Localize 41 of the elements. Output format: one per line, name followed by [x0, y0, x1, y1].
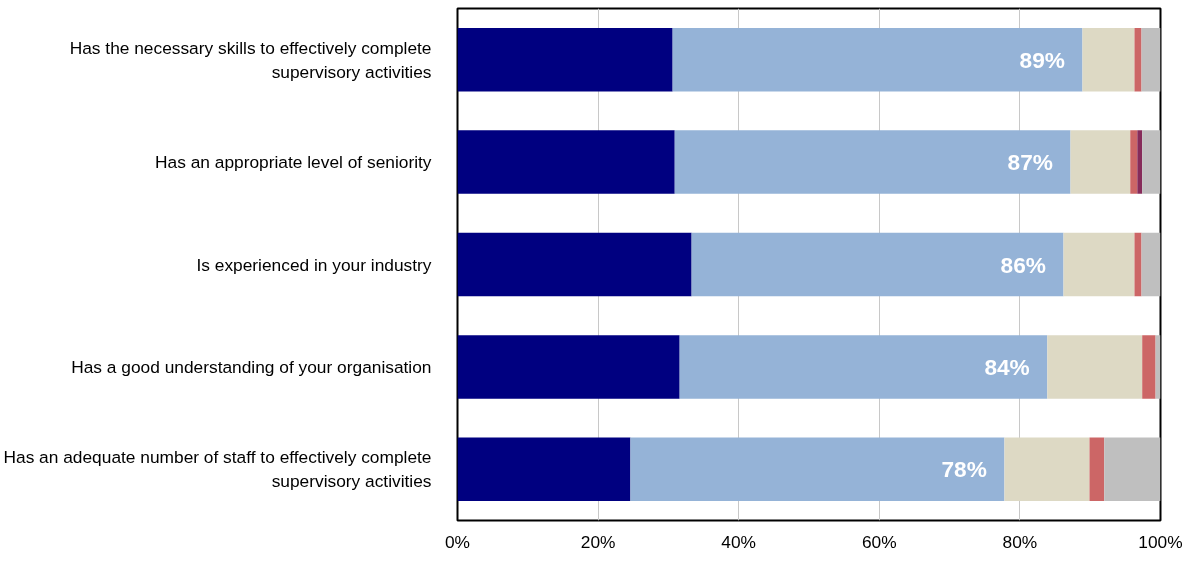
bar — [1141, 232, 1161, 297]
x-tick-label: 60% — [861, 531, 897, 552]
x-tick-label: 0% — [444, 531, 471, 552]
annotation: 86% — [1000, 251, 1046, 278]
bar — [457, 232, 692, 297]
bar — [1141, 27, 1161, 92]
x-tick-label: 40% — [721, 531, 757, 552]
bar — [1134, 232, 1142, 297]
annotation: 84% — [984, 353, 1030, 380]
bar — [1089, 437, 1105, 502]
bar — [672, 27, 1083, 92]
y-tick-label: Has the necessary skills to effectively complete supervisory activities — [69, 37, 432, 82]
bar — [457, 130, 675, 194]
bar — [679, 335, 1048, 399]
bar — [1130, 130, 1138, 194]
x-tick-label: 20% — [580, 531, 616, 552]
annotation: 89% — [1019, 46, 1065, 73]
bar — [1142, 130, 1161, 194]
bar — [1063, 232, 1135, 297]
bar — [1047, 335, 1143, 399]
bar — [1082, 27, 1135, 92]
bar — [1137, 130, 1143, 194]
y-tick-label: Is experienced in your industry — [196, 254, 432, 275]
x-tick-label: 80% — [1002, 531, 1038, 552]
bar — [1070, 130, 1131, 194]
x-tick-label: 100% — [1138, 531, 1183, 552]
annotation: 87% — [1007, 149, 1053, 176]
bar — [674, 130, 1071, 194]
bar — [1004, 437, 1090, 502]
bar — [1134, 27, 1142, 92]
y-tick-label: Has an appropriate level of seniority — [155, 152, 432, 173]
bar — [1142, 335, 1156, 399]
annotation: 78% — [941, 456, 987, 483]
bar — [457, 437, 631, 502]
bar — [1104, 437, 1161, 502]
bar — [630, 437, 1005, 502]
bar — [457, 335, 680, 399]
bar — [691, 232, 1064, 297]
bar — [457, 27, 673, 92]
y-tick-label: Has an adequate number of staff to effectively complete supervisory activities — [3, 447, 432, 492]
y-tick-label: Has a good understanding of your organisation — [71, 356, 432, 377]
